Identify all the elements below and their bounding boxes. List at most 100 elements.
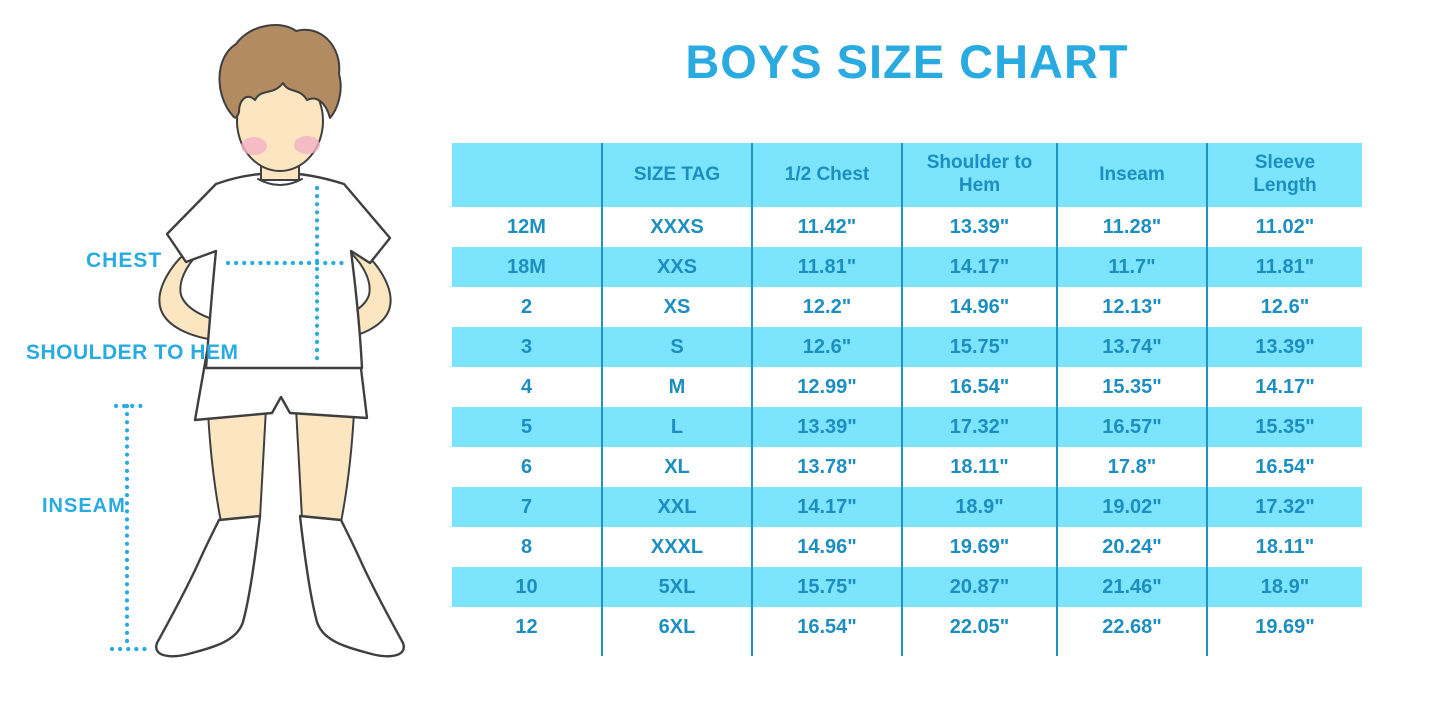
chest-label: CHEST	[86, 249, 163, 272]
table-cell: 11.7"	[1056, 247, 1207, 287]
table-cell: 16.54"	[751, 607, 902, 647]
table-row: 8 XXXL 14.96" 19.69" 20.24" 18.11"	[452, 527, 1362, 567]
table-cell: 11.42"	[751, 207, 902, 247]
boy-measurement-illustration	[109, 24, 405, 658]
separator-tail-row	[452, 647, 1362, 656]
table-row: 4 M 12.99" 16.54" 15.35" 14.17"	[452, 367, 1362, 407]
table-cell: 12	[515, 615, 538, 638]
table-cell: 21.46"	[1056, 567, 1207, 607]
table-cell: 12.99"	[751, 367, 902, 407]
table-cell: 17.32"	[901, 407, 1057, 447]
table-cell: 5	[452, 407, 602, 447]
table-cell: XXXL	[601, 527, 752, 567]
table-cell: 18.9"	[1206, 567, 1362, 607]
table-cell: 11.28"	[1056, 207, 1207, 247]
table-cell: 22.05"	[901, 607, 1057, 647]
separator-tail-cell	[601, 647, 752, 656]
table-cell: 13.74"	[1056, 327, 1207, 367]
right-sock	[298, 514, 405, 658]
table-row: 18M XXS 11.81" 14.17" 11.7" 11.81"	[452, 247, 1362, 287]
table-cell: 16.54"	[1206, 447, 1362, 487]
table-cell: 15.35"	[1056, 367, 1207, 407]
table-cell: 22.68"	[1056, 607, 1207, 647]
table-cell: XXL	[601, 487, 752, 527]
table-cell: 13.39"	[901, 207, 1057, 247]
header-cell-size-tag: SIZE TAG	[601, 143, 752, 207]
table-cell: 11.81"	[751, 247, 902, 287]
table-cell: 19.69"	[1206, 607, 1362, 647]
table-cell: XS	[601, 287, 752, 327]
table-cell: 20.87"	[901, 567, 1057, 607]
table-cell: 12.6"	[1206, 287, 1362, 327]
table-cell: 15.75"	[751, 567, 902, 607]
separator-tail-cell	[751, 647, 902, 656]
table-cell: 13.39"	[751, 407, 902, 447]
table-cell: 11.02"	[1206, 207, 1362, 247]
table-cell: 17.32"	[1206, 487, 1362, 527]
header-cell-sleeve-length: Sleeve Length	[1206, 143, 1362, 207]
table-cell: 4	[520, 375, 533, 398]
table-cell: 14.17"	[901, 247, 1057, 287]
inseam-label: INSEAM	[42, 495, 126, 517]
table-cell: 17.8"	[1056, 447, 1207, 487]
size-table: SIZE TAG 1/2 Chest Shoulder to Hem Insea…	[452, 143, 1362, 656]
table-cell: M	[601, 367, 752, 407]
table-cell: 12.13"	[1056, 287, 1207, 327]
table-cell: XXS	[601, 247, 752, 287]
table-cell: 14.96"	[751, 527, 902, 567]
page-title: BOYS SIZE CHART	[685, 35, 1129, 88]
header-cell-shoulder-to-hem: Shoulder to Hem	[901, 143, 1057, 207]
table-row: 7 XXL 14.17" 18.9" 19.02" 17.32"	[452, 487, 1362, 527]
header-cell-inseam: Inseam	[1056, 143, 1207, 207]
table-cell: 15.75"	[901, 327, 1057, 367]
table-cell: 16.57"	[1056, 407, 1207, 447]
table-cell: 14.17"	[1206, 367, 1362, 407]
table-row: 10 5XL 15.75" 20.87" 21.46" 18.9"	[452, 567, 1362, 607]
table-cell: 3	[452, 327, 602, 367]
table-cell: 2	[520, 295, 533, 318]
t-shirt	[165, 171, 392, 370]
table-cell: L	[601, 407, 752, 447]
separator-tail-cell	[901, 647, 1057, 656]
separator-tail-cell	[1056, 647, 1207, 656]
table-cell: XL	[601, 447, 752, 487]
table-cell: 10	[452, 567, 602, 607]
table-row: 12 6XL 16.54" 22.05" 22.68" 19.69"	[452, 607, 1362, 647]
table-cell: 12.2"	[751, 287, 902, 327]
table-cell: XXXS	[601, 207, 752, 247]
table-cell: 12.6"	[751, 327, 902, 367]
table-cell: 18.11"	[901, 447, 1057, 487]
table-cell: 20.24"	[1056, 527, 1207, 567]
table-cell: 18.9"	[901, 487, 1057, 527]
header-cell-size	[452, 143, 602, 207]
table-cell: 13.39"	[1206, 327, 1362, 367]
table-cell: 8	[520, 535, 533, 558]
separator-tail-cell	[1206, 647, 1362, 656]
left-cheek	[241, 137, 267, 155]
hair	[218, 24, 342, 119]
table-cell: S	[601, 327, 752, 367]
right-thigh	[295, 407, 355, 523]
size-table-header: SIZE TAG 1/2 Chest Shoulder to Hem Insea…	[452, 143, 1362, 207]
table-cell: 7	[452, 487, 602, 527]
left-thigh	[207, 407, 267, 523]
table-row: 6 XL 13.78" 18.11" 17.8" 16.54"	[452, 447, 1362, 487]
shoulder-to-hem-label: SHOULDER TO HEM	[26, 341, 239, 364]
table-cell: 14.17"	[751, 487, 902, 527]
table-cell: 14.96"	[901, 287, 1057, 327]
header-row: SIZE TAG 1/2 Chest Shoulder to Hem Insea…	[452, 143, 1362, 207]
table-cell: 6XL	[601, 607, 752, 647]
size-table-body: 12M XXXS 11.42" 13.39" 11.28" 11.02" 18M XXS 11.…	[452, 207, 1362, 656]
table-cell: 5XL	[601, 567, 752, 607]
table-cell: 18M	[452, 247, 602, 287]
table-cell: 12M	[507, 215, 546, 238]
table-cell: 13.78"	[751, 447, 902, 487]
table-cell: 18.11"	[1206, 527, 1362, 567]
header-cell-half-chest: 1/2 Chest	[751, 143, 902, 207]
table-cell: 16.54"	[901, 367, 1057, 407]
separator-tail-cell	[452, 647, 602, 656]
table-row: 2 XS 12.2" 14.96" 12.13" 12.6"	[452, 287, 1362, 327]
table-cell: 19.02"	[1056, 487, 1207, 527]
table-cell: 11.81"	[1206, 247, 1362, 287]
